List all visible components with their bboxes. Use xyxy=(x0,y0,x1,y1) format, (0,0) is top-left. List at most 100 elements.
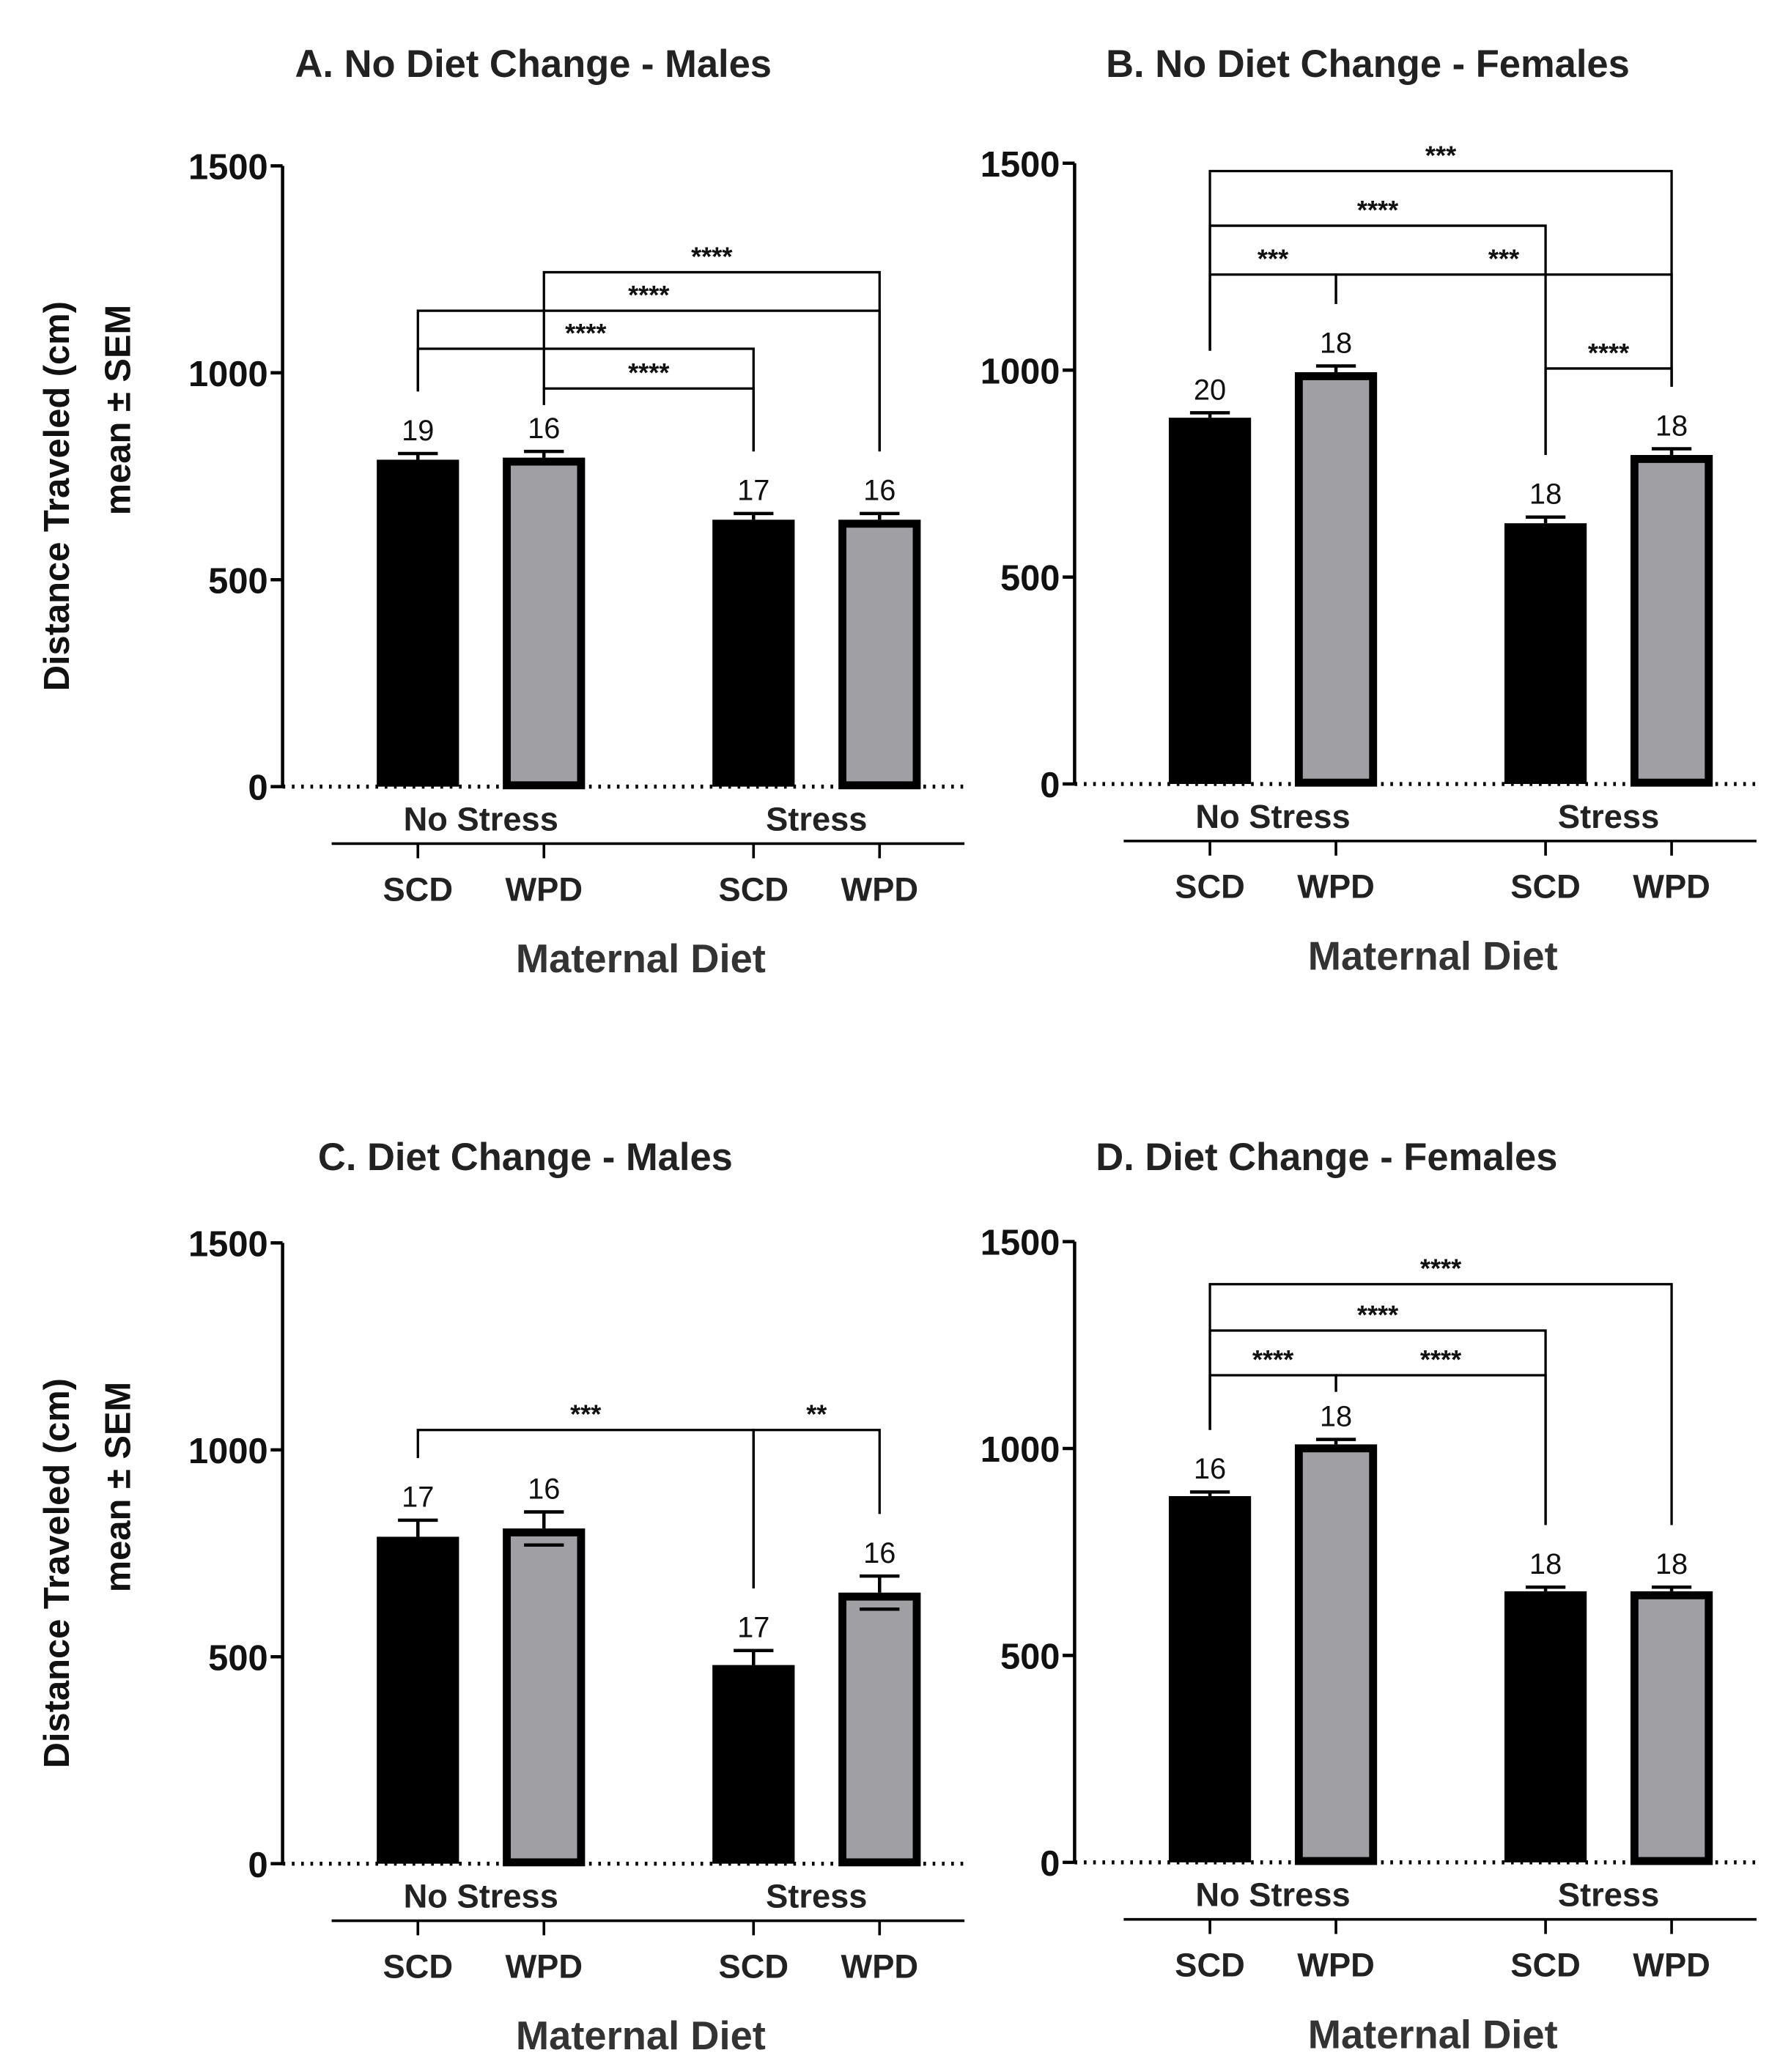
n-label: 16 xyxy=(1194,1453,1226,1485)
bar-scd xyxy=(377,1536,459,1864)
x-category-label: SCD xyxy=(383,1947,453,1985)
significance-bracket xyxy=(416,347,755,452)
x-category-label: WPD xyxy=(1297,1947,1375,1984)
significance-bracket xyxy=(1334,273,1673,387)
bar-scd xyxy=(377,459,459,787)
x-axis-label: Maternal Diet xyxy=(1308,2012,1558,2057)
significance-bracket xyxy=(752,1429,881,1589)
y-tick-label: 1500 xyxy=(981,145,1060,185)
panel-title: C. Diet Change - Males xyxy=(318,1136,733,1179)
significance-label: **** xyxy=(1420,1344,1462,1374)
group-label: Stress xyxy=(766,1877,867,1914)
bar-scd xyxy=(1504,1591,1587,1862)
y-tick-label: 0 xyxy=(248,1846,268,1885)
bar-scd xyxy=(1168,418,1252,785)
y-tick-label: 1000 xyxy=(981,1430,1060,1470)
panel-title: B. No Diet Change - Females xyxy=(1106,42,1630,86)
n-label: 16 xyxy=(863,475,895,507)
x-category-label: SCD xyxy=(719,870,789,908)
x-category-label: SCD xyxy=(1175,1947,1245,1984)
x-category-label: WPD xyxy=(1633,868,1710,906)
group-label: Stress xyxy=(1558,1876,1659,1914)
x-category-label: WPD xyxy=(1297,868,1375,906)
y-tick-label: 1500 xyxy=(188,148,268,188)
significance-label: *** xyxy=(1258,244,1289,274)
panel-d: D. Diet Change - Females 0 500 1000 1500 16 SC… xyxy=(981,1136,1758,2057)
y-axis-label-2: mean ± SEM xyxy=(98,305,138,515)
y-tick-label: 1500 xyxy=(188,1225,268,1265)
significance-bracket xyxy=(1544,367,1673,455)
bar-wpd xyxy=(838,1592,921,1867)
bar-scd xyxy=(712,519,795,787)
y-tick-label: 1000 xyxy=(981,352,1060,391)
bar-wpd xyxy=(503,457,586,790)
significance-label: **** xyxy=(628,280,670,310)
x-category-label: WPD xyxy=(1633,1947,1710,1984)
n-label: 17 xyxy=(737,1612,769,1644)
significance-bracket xyxy=(416,1429,755,1589)
y-tick-label: 0 xyxy=(248,769,268,808)
significance-bracket xyxy=(542,387,755,452)
significance-label: **** xyxy=(1357,1300,1399,1330)
x-axis-label: Maternal Diet xyxy=(1308,933,1558,978)
significance-label: *** xyxy=(1488,244,1520,274)
y-tick-label: 500 xyxy=(1000,559,1060,599)
n-label: 18 xyxy=(1529,1548,1562,1580)
x-category-label: WPD xyxy=(841,870,918,908)
group-label: Stress xyxy=(1558,798,1659,835)
n-label: 17 xyxy=(402,1481,434,1514)
x-axis-label: Maternal Diet xyxy=(516,936,766,981)
y-axis-label: Distance Traveled (cm) xyxy=(37,301,77,691)
x-category-label: SCD xyxy=(1175,868,1245,906)
bar-wpd xyxy=(1294,1444,1378,1865)
significance-bracket xyxy=(542,270,881,452)
significance-label: **** xyxy=(1357,195,1399,225)
y-axis-label: Distance Traveled (cm) xyxy=(37,1378,77,1768)
n-label: 16 xyxy=(863,1537,895,1569)
x-axis-label: Maternal Diet xyxy=(516,2013,766,2058)
significance-label: **** xyxy=(565,318,607,348)
x-category-label: SCD xyxy=(1510,868,1581,906)
n-label: 18 xyxy=(1320,327,1352,359)
significance-bracket xyxy=(1334,1374,1547,1525)
n-label: 18 xyxy=(1655,410,1688,442)
n-label: 16 xyxy=(528,1473,560,1505)
bar-scd xyxy=(712,1665,795,1864)
n-label: 20 xyxy=(1194,374,1226,406)
n-label: 18 xyxy=(1320,1400,1352,1432)
panel-title: D. Diet Change - Females xyxy=(1096,1136,1557,1179)
x-category-label: WPD xyxy=(505,870,583,908)
y-tick-label: 1000 xyxy=(188,1432,268,1471)
n-label: 16 xyxy=(528,412,560,445)
y-axis-label-2: mean ± SEM xyxy=(98,1382,138,1592)
panel-c: C. Diet Change - Males 0 500 1000 1500 Distan… xyxy=(37,1136,966,2058)
bar-wpd xyxy=(1294,372,1378,787)
x-category-label: WPD xyxy=(841,1947,918,1985)
significance-bracket xyxy=(1208,1374,1337,1430)
group-label: No Stress xyxy=(404,1877,558,1914)
bar-scd xyxy=(1168,1495,1252,1862)
significance-label: ** xyxy=(806,1399,827,1429)
panel-b: B. No Diet Change - Females 0 500 1000 1500 2… xyxy=(981,42,1758,978)
y-tick-label: 500 xyxy=(208,1638,268,1678)
n-label: 19 xyxy=(402,415,434,447)
group-label: No Stress xyxy=(1195,798,1350,835)
y-tick-label: 1000 xyxy=(188,355,268,394)
bar-wpd xyxy=(1630,454,1713,787)
bar-scd xyxy=(1504,523,1587,785)
panel-a: A. No Diet Change - Males 0 500 1000 1500 Dis… xyxy=(37,42,966,981)
significance-label: **** xyxy=(1588,338,1630,368)
x-category-label: SCD xyxy=(719,1947,789,1985)
x-category-label: SCD xyxy=(383,870,453,908)
y-tick-label: 1500 xyxy=(981,1224,1060,1263)
group-label: Stress xyxy=(766,800,867,837)
bar-wpd xyxy=(838,519,921,790)
y-tick-label: 0 xyxy=(1040,1844,1060,1884)
y-tick-label: 0 xyxy=(1040,766,1060,805)
x-category-label: WPD xyxy=(505,1947,583,1985)
x-category-label: SCD xyxy=(1510,1947,1581,1984)
significance-label: **** xyxy=(628,358,670,388)
significance-label: *** xyxy=(570,1399,602,1429)
panel-title: A. No Diet Change - Males xyxy=(295,42,772,86)
bar-wpd xyxy=(1630,1591,1713,1865)
